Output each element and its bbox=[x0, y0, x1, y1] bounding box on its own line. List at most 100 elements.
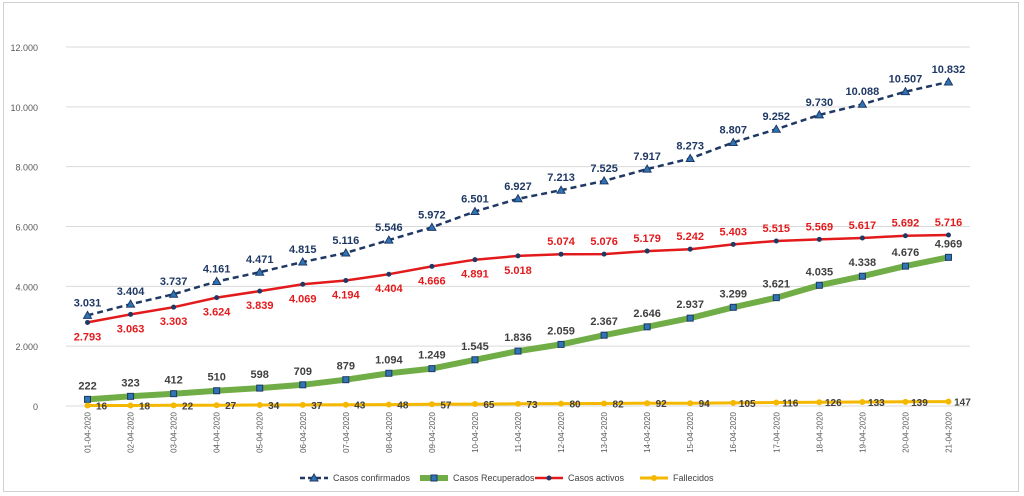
data-label-casos-confirmados: 8.273 bbox=[676, 140, 704, 152]
x-tick-label: 01-04-2020 bbox=[84, 411, 93, 452]
data-label-casos-activos: 5.242 bbox=[676, 231, 704, 243]
point-casos-confirmados bbox=[771, 124, 782, 133]
data-label-casos-recuperados: 4.338 bbox=[849, 257, 877, 269]
point-fallecidos bbox=[816, 399, 823, 406]
data-label-casos-confirmados: 10.507 bbox=[889, 74, 923, 86]
point-casos-confirmados bbox=[857, 99, 868, 108]
point-fallecidos bbox=[213, 402, 220, 409]
point-casos-recuperados bbox=[944, 253, 952, 261]
x-tick-label: 12-04-2020 bbox=[557, 411, 566, 452]
point-fallecidos bbox=[859, 399, 866, 406]
point-casos-activos bbox=[601, 251, 607, 257]
data-label-fallecidos: 139 bbox=[911, 398, 928, 409]
point-casos-recuperados bbox=[901, 262, 909, 270]
data-label-fallecidos: 65 bbox=[483, 400, 495, 411]
data-label-casos-confirmados: 5.972 bbox=[418, 209, 446, 221]
x-tick-label: 16-04-2020 bbox=[729, 411, 738, 452]
point-casos-activos bbox=[171, 304, 177, 310]
data-label-casos-recuperados: 222 bbox=[78, 380, 96, 392]
data-label-casos-recuperados: 4.035 bbox=[806, 266, 834, 278]
data-label-casos-recuperados: 2.367 bbox=[590, 316, 618, 328]
data-label-fallecidos: 22 bbox=[182, 401, 194, 412]
point-casos-confirmados bbox=[599, 175, 609, 185]
data-label-fallecidos: 34 bbox=[268, 401, 280, 412]
point-casos-confirmados bbox=[168, 289, 179, 298]
x-tick-label: 10-04-2020 bbox=[471, 411, 480, 452]
x-tick-label: 20-04-2020 bbox=[901, 411, 910, 452]
data-label-fallecidos: 133 bbox=[868, 398, 885, 409]
point-fallecidos bbox=[687, 400, 694, 407]
data-label-fallecidos: 116 bbox=[782, 399, 799, 410]
point-casos-activos bbox=[429, 263, 435, 269]
data-label-fallecidos: 37 bbox=[311, 401, 323, 412]
data-label-casos-confirmados: 10.088 bbox=[846, 86, 880, 98]
y-tick-label: 2.000 bbox=[15, 342, 38, 352]
data-label-casos-activos: 4.891 bbox=[461, 269, 489, 281]
data-label-casos-confirmados: 4.815 bbox=[289, 244, 317, 256]
point-casos-confirmados bbox=[556, 185, 566, 194]
data-label-fallecidos: 27 bbox=[225, 401, 237, 412]
data-label-fallecidos: 94 bbox=[699, 399, 711, 410]
data-label-casos-confirmados: 4.471 bbox=[246, 254, 274, 266]
point-fallecidos bbox=[256, 401, 263, 408]
data-label-casos-activos: 3.624 bbox=[203, 307, 231, 319]
point-casos-confirmados bbox=[900, 86, 911, 96]
point-casos-recuperados bbox=[729, 303, 737, 311]
data-label-casos-recuperados: 879 bbox=[337, 361, 355, 373]
data-label-casos-recuperados: 2.059 bbox=[547, 325, 575, 337]
series-line-casos-confirmados bbox=[87, 80, 949, 317]
data-label-casos-confirmados: 10.832 bbox=[932, 64, 966, 76]
x-tick-label: 09-04-2020 bbox=[428, 411, 437, 452]
x-tick-label: 08-04-2020 bbox=[385, 411, 394, 452]
point-casos-recuperados bbox=[127, 392, 135, 400]
point-casos-recuperados bbox=[643, 323, 651, 331]
data-label-fallecidos: 126 bbox=[825, 398, 842, 409]
point-casos-activos bbox=[472, 257, 478, 263]
point-casos-activos bbox=[730, 241, 736, 247]
data-label-fallecidos: 80 bbox=[569, 400, 581, 411]
data-label-casos-activos: 5.716 bbox=[935, 217, 963, 229]
data-label-casos-confirmados: 6.501 bbox=[461, 194, 489, 206]
data-label-casos-confirmados: 7.213 bbox=[547, 172, 575, 184]
point-casos-activos bbox=[816, 236, 822, 242]
point-casos-confirmados bbox=[685, 153, 696, 162]
point-fallecidos bbox=[84, 402, 91, 409]
point-casos-recuperados bbox=[772, 294, 780, 302]
x-tick-label: 04-04-2020 bbox=[213, 411, 222, 452]
point-casos-recuperados bbox=[557, 340, 565, 348]
data-label-casos-activos: 2.793 bbox=[74, 331, 102, 343]
point-casos-activos bbox=[128, 311, 134, 317]
data-label-casos-activos: 4.404 bbox=[375, 283, 403, 295]
data-label-casos-confirmados: 7.917 bbox=[633, 151, 661, 163]
x-tick-label: 21-04-2020 bbox=[944, 411, 953, 452]
point-casos-confirmados bbox=[82, 310, 93, 319]
data-label-casos-activos: 5.403 bbox=[719, 226, 747, 238]
point-casos-activos bbox=[859, 235, 865, 241]
data-label-fallecidos: 92 bbox=[656, 399, 668, 410]
point-casos-activos bbox=[558, 251, 564, 257]
point-fallecidos bbox=[385, 401, 392, 408]
point-casos-confirmados bbox=[728, 137, 739, 147]
data-label-casos-confirmados: 9.252 bbox=[763, 111, 791, 123]
data-label-casos-recuperados: 598 bbox=[251, 369, 269, 381]
legend-label: Casos Recuperados bbox=[453, 473, 535, 483]
data-label-casos-recuperados: 3.621 bbox=[763, 279, 791, 291]
data-label-casos-activos: 4.666 bbox=[418, 275, 446, 287]
point-casos-recuperados bbox=[600, 331, 608, 339]
x-tick-label: 13-04-2020 bbox=[600, 411, 609, 452]
x-tick-label: 06-04-2020 bbox=[299, 411, 308, 452]
point-casos-confirmados bbox=[427, 222, 437, 231]
data-label-casos-confirmados: 4.161 bbox=[203, 264, 231, 276]
point-casos-recuperados bbox=[84, 395, 92, 403]
chart-frame bbox=[3, 2, 1019, 492]
point-casos-recuperados bbox=[514, 347, 522, 355]
x-tick-label: 14-04-2020 bbox=[643, 411, 652, 452]
data-label-casos-activos: 5.515 bbox=[763, 223, 791, 235]
data-label-casos-confirmados: 9.730 bbox=[806, 97, 834, 109]
legend-marker bbox=[309, 472, 319, 482]
data-label-casos-activos: 3.303 bbox=[160, 316, 188, 328]
data-label-fallecidos: 57 bbox=[440, 400, 452, 411]
point-casos-recuperados bbox=[858, 272, 866, 280]
y-tick-label: 12.000 bbox=[10, 43, 38, 53]
data-label-casos-confirmados: 5.116 bbox=[332, 235, 359, 247]
